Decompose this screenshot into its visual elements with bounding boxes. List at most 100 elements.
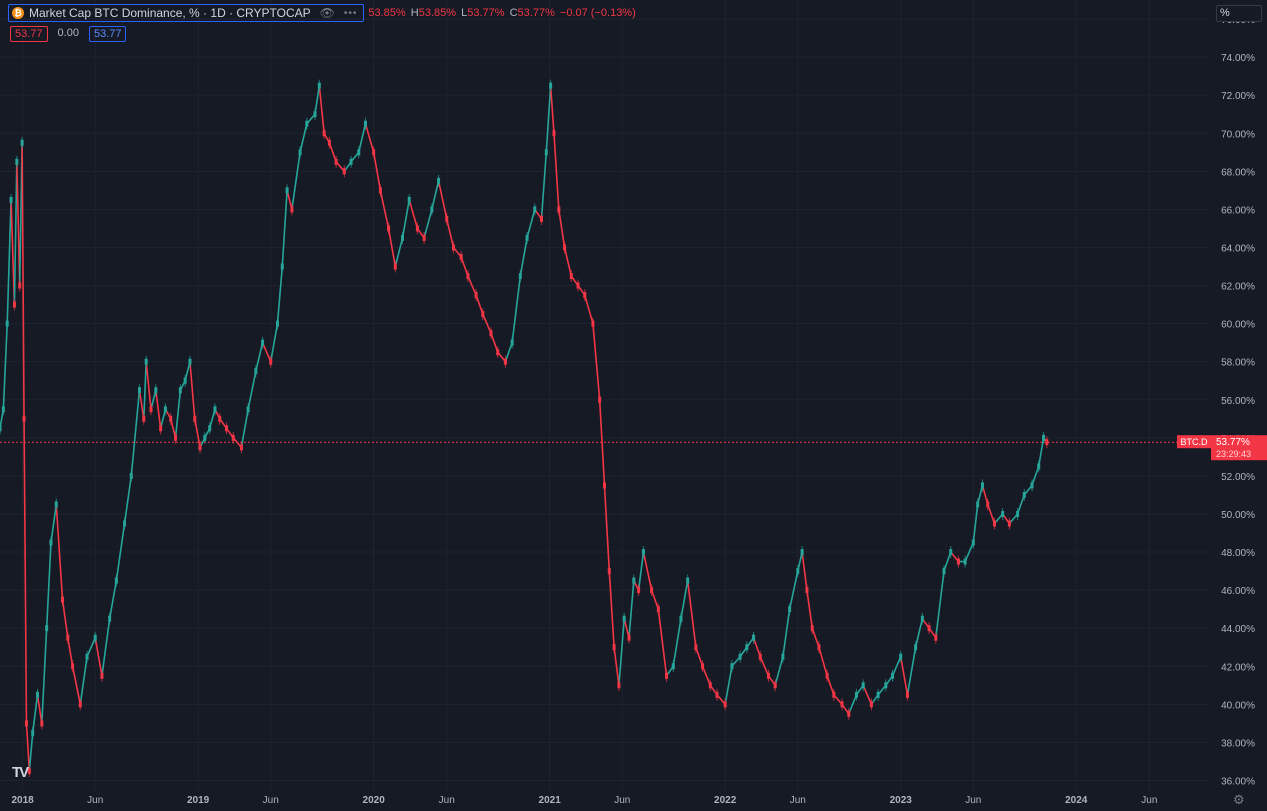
price-segment: [247, 370, 257, 411]
candle-body: [269, 358, 273, 365]
candle-body: [576, 282, 580, 289]
candle-body: [927, 625, 931, 632]
price-segment: [174, 389, 182, 439]
candle-body: [437, 177, 441, 184]
candle-body: [163, 406, 167, 413]
price-segment: [276, 265, 284, 325]
candle-body: [0, 425, 2, 432]
y-tick-label: 64.00%: [1221, 243, 1255, 254]
candle-body: [544, 149, 548, 156]
candle-body: [598, 396, 602, 403]
price-segment: [782, 608, 791, 658]
price-segment: [788, 570, 799, 610]
price-tag-symbol: BTC.D: [1181, 437, 1209, 447]
high-value: 53.85%: [418, 7, 457, 19]
candle-body: [169, 415, 173, 422]
percent-scale-button[interactable]: %: [1216, 5, 1262, 22]
candle-body: [738, 653, 742, 660]
candle-body: [305, 120, 309, 127]
price-segment: [13, 161, 18, 306]
candle-body: [510, 339, 514, 346]
indicator-value-3: 53.77: [88, 26, 127, 42]
candle-body: [518, 273, 522, 280]
candle-body: [810, 625, 814, 632]
candle-body: [963, 558, 967, 565]
symbol-title-text[interactable]: Market Cap BTC Dominance, % · 1D · CRYPT…: [29, 6, 311, 20]
candle-body: [1022, 491, 1026, 498]
symbol-title[interactable]: ₿ Market Cap BTC Dominance, % · 1D · CRY…: [8, 4, 365, 22]
candle-body: [641, 549, 645, 556]
y-tick-label: 46.00%: [1221, 586, 1255, 597]
candle-body: [45, 625, 49, 632]
price-segment: [364, 122, 375, 154]
price-segment: [972, 503, 979, 544]
price-segment: [31, 694, 39, 734]
candle-body: [466, 273, 470, 280]
price-segment: [36, 694, 43, 725]
price-segment: [623, 617, 630, 639]
tradingview-logo-icon[interactable]: TV: [12, 764, 29, 781]
candle-body: [805, 587, 809, 594]
price-segment: [826, 674, 835, 696]
more-dots-icon[interactable]: •••: [343, 7, 358, 19]
candle-body: [730, 663, 734, 670]
price-segment: [155, 389, 162, 430]
price-segment: [504, 341, 513, 363]
price-segment: [94, 636, 103, 677]
eye-icon[interactable]: 👁: [319, 6, 335, 20]
price-segment: [1037, 437, 1045, 468]
price-segment: [286, 189, 293, 211]
y-tick-label: 58.00%: [1221, 358, 1255, 369]
low-value: 53.77%: [467, 7, 505, 19]
candle-body: [15, 158, 19, 165]
candle-body: [93, 634, 97, 641]
price-segment: [811, 627, 820, 649]
price-segment: [23, 417, 28, 725]
price-segment: [759, 655, 770, 677]
candle-body: [622, 615, 626, 622]
time-axis[interactable]: 2018 Jun 2019 Jun 2020 Jun 2021 Jun 2022 Jun 2023 J…: [11, 795, 1157, 806]
price-segment: [142, 360, 147, 420]
close-value: 53.77%: [517, 7, 555, 19]
candle-body: [36, 691, 40, 698]
low-label: L: [461, 7, 468, 19]
price-segment: [563, 246, 573, 277]
candle-body: [54, 501, 58, 508]
candle-body: [899, 653, 903, 660]
price-segment: [431, 180, 440, 211]
price-segment: [618, 617, 625, 687]
candle-body: [552, 130, 556, 137]
price-segment: [208, 408, 216, 430]
price-segment: [774, 655, 784, 687]
candle-body: [496, 349, 500, 356]
x-tick-label: 2018: [11, 795, 34, 806]
candle-body: [401, 234, 405, 241]
y-tick-label: 70.00%: [1221, 129, 1255, 140]
settings-gear-icon[interactable]: ⚙: [1233, 792, 1245, 807]
price-segment: [672, 617, 682, 668]
candle-body: [108, 615, 112, 622]
candle-body: [752, 634, 756, 641]
candle-body: [154, 387, 158, 394]
candle-body: [149, 406, 153, 413]
x-tick-label: 2020: [363, 795, 386, 806]
candle-body: [422, 234, 426, 241]
price-segment: [150, 389, 157, 411]
candle-body: [708, 682, 712, 689]
candle-body: [174, 434, 178, 441]
candle-body: [607, 568, 611, 575]
price-axis[interactable]: 36.00% 38.00% 40.00% 42.00% 44.00% 46.00% 48.0…: [1221, 15, 1255, 787]
candle-body: [627, 634, 631, 641]
price-segment: [628, 579, 635, 639]
candle-body: [1007, 520, 1011, 527]
candle-body: [758, 653, 762, 660]
price-segment: [28, 732, 34, 772]
price-segment: [862, 684, 873, 706]
price-segment: [490, 332, 499, 353]
price-segment: [557, 208, 566, 249]
price-tag: BTC.D 53.77% 23:29:43: [1177, 435, 1267, 461]
candle-body: [178, 387, 182, 394]
candle-body: [583, 292, 587, 299]
price-segment: [108, 579, 118, 620]
